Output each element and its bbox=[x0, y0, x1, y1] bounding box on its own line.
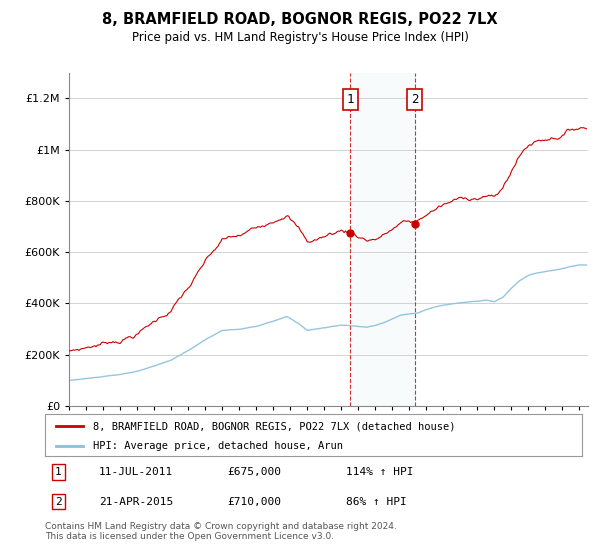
Bar bbox=[350, 73, 415, 406]
Text: 1: 1 bbox=[347, 93, 354, 106]
Text: Contains HM Land Registry data © Crown copyright and database right 2024.
This d: Contains HM Land Registry data © Crown c… bbox=[45, 522, 397, 542]
Text: 11-JUL-2011: 11-JUL-2011 bbox=[98, 467, 173, 477]
Text: £710,000: £710,000 bbox=[227, 497, 281, 507]
Text: 2: 2 bbox=[55, 497, 62, 507]
Text: HPI: Average price, detached house, Arun: HPI: Average price, detached house, Arun bbox=[94, 441, 343, 451]
Text: 8, BRAMFIELD ROAD, BOGNOR REGIS, PO22 7LX (detached house): 8, BRAMFIELD ROAD, BOGNOR REGIS, PO22 7L… bbox=[94, 421, 456, 431]
Text: 86% ↑ HPI: 86% ↑ HPI bbox=[346, 497, 406, 507]
Text: Price paid vs. HM Land Registry's House Price Index (HPI): Price paid vs. HM Land Registry's House … bbox=[131, 31, 469, 44]
Text: 21-APR-2015: 21-APR-2015 bbox=[98, 497, 173, 507]
Text: 1: 1 bbox=[55, 467, 62, 477]
Text: £675,000: £675,000 bbox=[227, 467, 281, 477]
Text: 114% ↑ HPI: 114% ↑ HPI bbox=[346, 467, 413, 477]
Text: 8, BRAMFIELD ROAD, BOGNOR REGIS, PO22 7LX: 8, BRAMFIELD ROAD, BOGNOR REGIS, PO22 7L… bbox=[102, 12, 498, 27]
Text: 2: 2 bbox=[411, 93, 418, 106]
